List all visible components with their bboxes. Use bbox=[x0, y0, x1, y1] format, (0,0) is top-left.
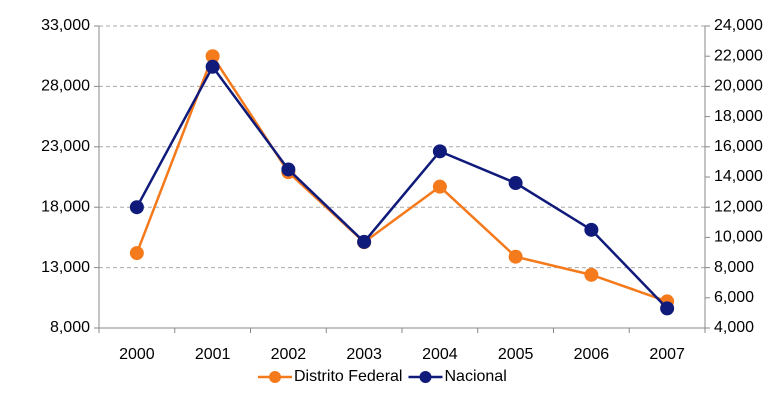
data-point bbox=[508, 176, 523, 191]
data-point bbox=[584, 222, 599, 237]
y2-tick-label: 12,000 bbox=[714, 198, 763, 215]
y-tick-label: 33,000 bbox=[41, 17, 90, 34]
y-tick-label: 18,000 bbox=[41, 198, 90, 215]
data-point bbox=[205, 59, 220, 74]
data-point bbox=[205, 49, 220, 64]
y-tick-label: 13,000 bbox=[41, 259, 90, 276]
legend-marker bbox=[269, 371, 281, 383]
y2-tick-label: 22,000 bbox=[714, 47, 763, 64]
data-point bbox=[584, 267, 599, 282]
x-tick-label: 2004 bbox=[422, 346, 458, 363]
y-tick-label: 28,000 bbox=[41, 78, 90, 95]
data-point bbox=[508, 249, 523, 264]
y2-tick-label: 10,000 bbox=[714, 229, 763, 246]
series-line bbox=[135, 64, 669, 310]
x-tick-label: 2000 bbox=[119, 346, 155, 363]
x-tick-label: 2003 bbox=[346, 346, 382, 363]
x-tick-label: 2006 bbox=[574, 346, 610, 363]
data-point bbox=[432, 144, 447, 159]
y2-tick-label: 16,000 bbox=[714, 138, 763, 155]
y2-tick-label: 14,000 bbox=[714, 168, 763, 185]
series-line bbox=[135, 53, 668, 303]
x-tick-label: 2007 bbox=[649, 346, 685, 363]
data-point bbox=[129, 246, 144, 261]
y2-tick-label: 20,000 bbox=[714, 78, 763, 95]
x-tick-label: 2001 bbox=[195, 346, 231, 363]
data-point bbox=[281, 162, 296, 177]
y2-tick-label: 24,000 bbox=[714, 17, 763, 34]
x-tick-label: 2002 bbox=[271, 346, 307, 363]
y2-tick-label: 18,000 bbox=[714, 108, 763, 125]
legend-label: Distrito Federal bbox=[294, 368, 402, 385]
data-point bbox=[129, 200, 144, 215]
y-tick-label: 23,000 bbox=[41, 138, 90, 155]
legend-label: Nacional bbox=[444, 368, 506, 385]
data-point bbox=[357, 234, 372, 249]
legend-marker bbox=[419, 371, 432, 383]
data-point bbox=[432, 179, 447, 194]
data-point bbox=[660, 301, 675, 316]
y-tick-label: 8,000 bbox=[50, 319, 90, 336]
y2-tick-label: 8,000 bbox=[714, 259, 754, 276]
y2-tick-label: 6,000 bbox=[714, 289, 754, 306]
y2-tick-label: 4,000 bbox=[714, 319, 754, 336]
x-tick-label: 2005 bbox=[498, 346, 534, 363]
